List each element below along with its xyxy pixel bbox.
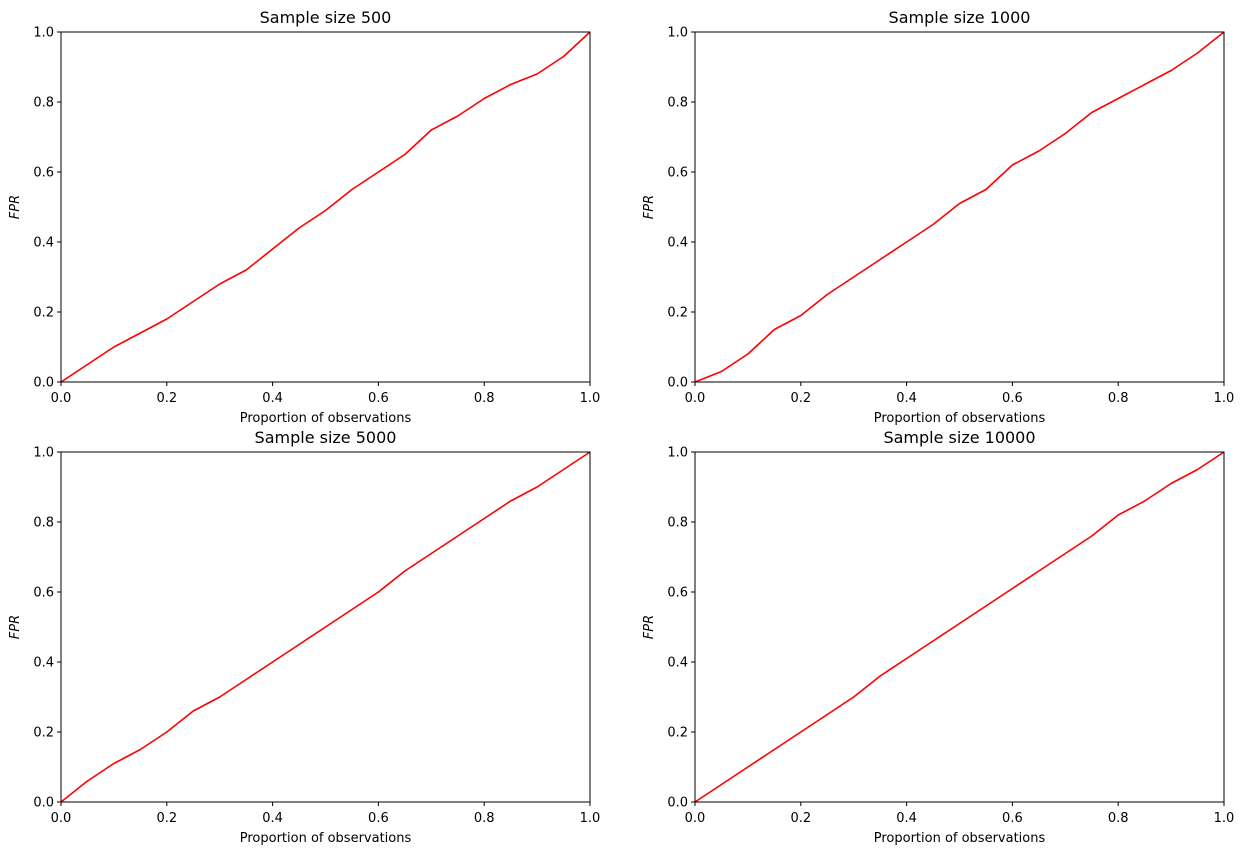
plot-frame <box>694 31 1225 383</box>
y-tick-label: 0.6 <box>667 166 688 181</box>
x-tick-label: 0.8 <box>1108 391 1129 406</box>
subplot-title: Sample size 1000 <box>889 8 1031 27</box>
y-tick-label: 1.0 <box>33 26 54 41</box>
subplot-title: Sample size 10000 <box>883 428 1035 447</box>
x-axis-label: Proportion of observations <box>874 411 1046 426</box>
y-tick-label: 0.4 <box>33 656 54 671</box>
y-tick-label: 0.6 <box>33 166 54 181</box>
x-tick-label: 0.8 <box>1108 811 1129 826</box>
x-tick-label: 0.4 <box>896 391 917 406</box>
x-tick-label: 0.6 <box>368 811 389 826</box>
plot-frame <box>60 31 591 383</box>
y-tick-label: 0.8 <box>33 516 54 531</box>
y-tick-label: 0.6 <box>33 586 54 601</box>
x-tick-label: 0.0 <box>51 811 72 826</box>
y-tick-label: 0.2 <box>33 726 54 741</box>
y-tick-label: 1.0 <box>33 446 54 461</box>
x-tick-label: 0.4 <box>262 391 283 406</box>
x-tick-label: 1.0 <box>580 391 601 406</box>
x-tick-label: 0.6 <box>1002 391 1023 406</box>
y-axis-label: FPR <box>642 195 657 219</box>
x-tick-label: 0.6 <box>368 391 389 406</box>
x-axis-label: Proportion of observations <box>874 831 1046 846</box>
y-tick-label: 0.4 <box>667 656 688 671</box>
x-tick-label: 0.2 <box>790 811 811 826</box>
y-tick-label: 0.2 <box>667 726 688 741</box>
fpr-line <box>694 31 1225 383</box>
y-tick-label: 0.6 <box>667 586 688 601</box>
x-tick-label: 0.4 <box>262 811 283 826</box>
y-tick-label: 0.0 <box>33 376 54 391</box>
y-tick-label: 0.0 <box>33 796 54 811</box>
subplot-2: Sample size 1000 0.0 0.2 0.4 0.6 0.8 1.0 0.0 0.2… <box>642 8 1234 426</box>
y-tick-label: 0.0 <box>667 796 688 811</box>
y-tick-label: 1.0 <box>667 26 688 41</box>
plot-frame <box>694 451 1225 803</box>
x-tick-label: 0.0 <box>685 811 706 826</box>
y-axis-label: FPR <box>642 615 657 639</box>
y-axis-label: FPR <box>8 615 23 639</box>
fpr-line <box>60 451 591 803</box>
y-axis-label: FPR <box>8 195 23 219</box>
x-tick-label: 0.0 <box>685 391 706 406</box>
x-tick-label: 0.2 <box>156 811 177 826</box>
x-tick-label: 0.6 <box>1002 811 1023 826</box>
x-tick-label: 1.0 <box>1214 391 1235 406</box>
y-tick-label: 0.8 <box>33 96 54 111</box>
subplot-4: Sample size 10000 0.0 0.2 0.4 0.6 0.8 1.0 0.0 0.… <box>642 428 1234 846</box>
fpr-line <box>60 31 591 383</box>
subplot-title: Sample size 5000 <box>255 428 397 447</box>
x-tick-label: 0.8 <box>474 391 495 406</box>
subplot-1: Sample size 500 0.0 0.2 0.4 0.6 0.8 1.0 0.0 0.2 0… <box>8 8 600 426</box>
y-tick-label: 0.8 <box>667 516 688 531</box>
subplot-3: Sample size 5000 0.0 0.2 0.4 0.6 0.8 1.0 0.0 0.2… <box>8 428 600 846</box>
plot-frame <box>60 451 591 803</box>
y-tick-label: 0.4 <box>33 236 54 251</box>
x-axis-label: Proportion of observations <box>240 411 412 426</box>
x-tick-label: 0.2 <box>790 391 811 406</box>
x-tick-label: 1.0 <box>1214 811 1235 826</box>
y-tick-label: 0.0 <box>667 376 688 391</box>
x-tick-label: 0.8 <box>474 811 495 826</box>
x-tick-label: 0.4 <box>896 811 917 826</box>
y-tick-label: 0.2 <box>33 306 54 321</box>
x-tick-label: 0.0 <box>51 391 72 406</box>
y-tick-label: 0.2 <box>667 306 688 321</box>
x-axis-label: Proportion of observations <box>240 831 412 846</box>
y-tick-label: 1.0 <box>667 446 688 461</box>
x-tick-label: 1.0 <box>580 811 601 826</box>
y-tick-label: 0.8 <box>667 96 688 111</box>
y-tick-label: 0.4 <box>667 236 688 251</box>
subplot-title: Sample size 500 <box>260 8 392 27</box>
fpr-line <box>694 451 1225 803</box>
x-tick-label: 0.2 <box>156 391 177 406</box>
